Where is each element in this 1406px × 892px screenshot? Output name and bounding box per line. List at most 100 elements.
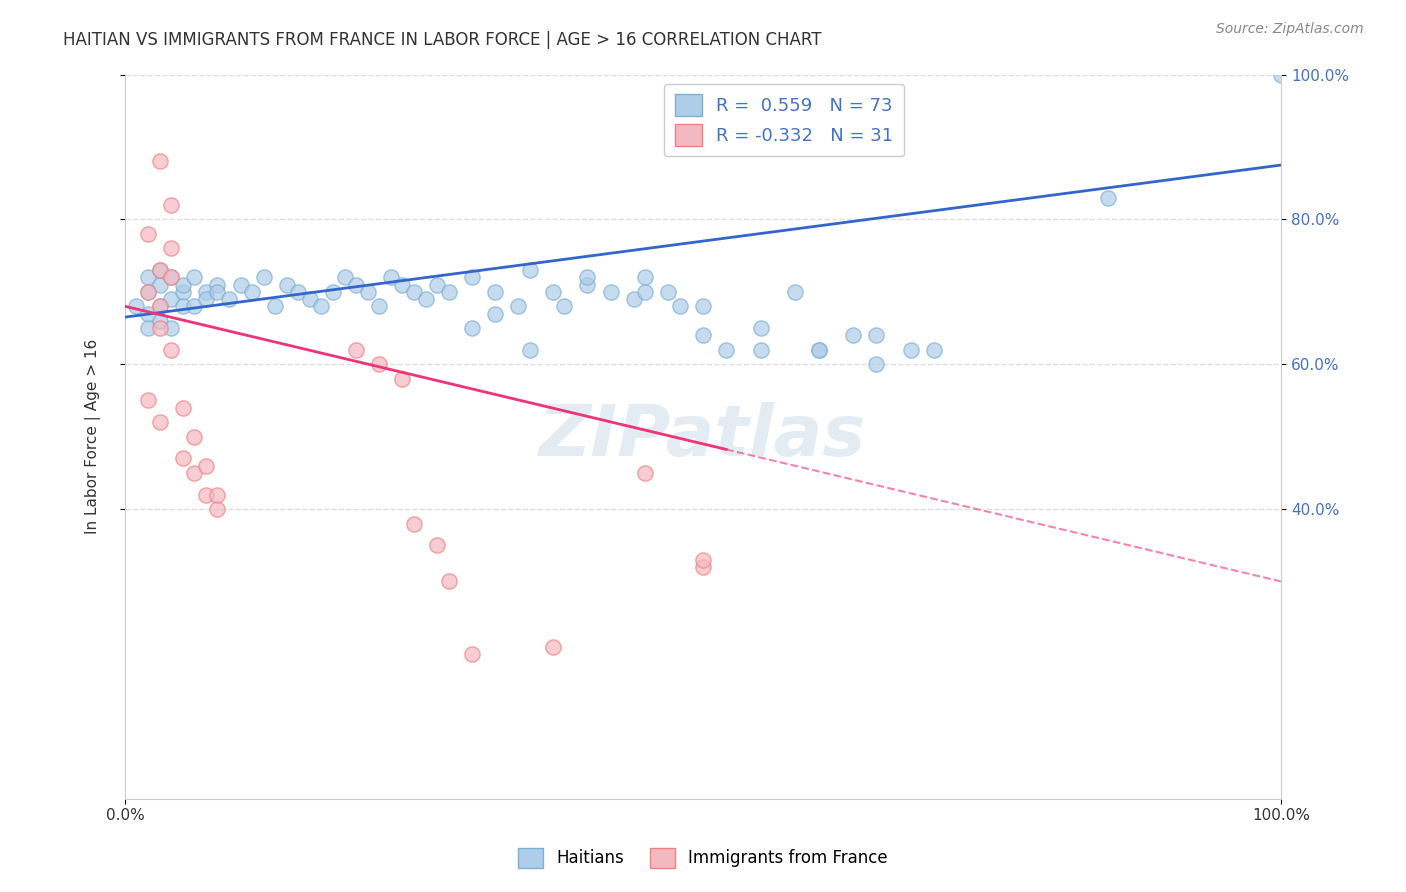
Point — [865, 357, 887, 371]
Point — [484, 306, 506, 320]
Point — [519, 343, 541, 357]
Point — [298, 292, 321, 306]
Point — [519, 263, 541, 277]
Point — [172, 277, 194, 292]
Point — [136, 285, 159, 299]
Point — [218, 292, 240, 306]
Point — [415, 292, 437, 306]
Point — [380, 270, 402, 285]
Point — [207, 285, 229, 299]
Point — [136, 393, 159, 408]
Point — [553, 299, 575, 313]
Point — [229, 277, 252, 292]
Point — [426, 538, 449, 552]
Point — [634, 285, 657, 299]
Point — [461, 321, 484, 335]
Point — [922, 343, 945, 357]
Point — [692, 328, 714, 343]
Legend: R =  0.559   N = 73, R = -0.332   N = 31: R = 0.559 N = 73, R = -0.332 N = 31 — [664, 84, 904, 156]
Point — [714, 343, 737, 357]
Point — [437, 574, 460, 589]
Point — [194, 458, 217, 473]
Point — [149, 277, 172, 292]
Point — [264, 299, 287, 313]
Y-axis label: In Labor Force | Age > 16: In Labor Force | Age > 16 — [86, 339, 101, 534]
Point — [160, 270, 183, 285]
Point — [240, 285, 263, 299]
Point — [692, 299, 714, 313]
Point — [692, 560, 714, 574]
Point — [160, 292, 183, 306]
Text: HAITIAN VS IMMIGRANTS FROM FRANCE IN LABOR FORCE | AGE > 16 CORRELATION CHART: HAITIAN VS IMMIGRANTS FROM FRANCE IN LAB… — [63, 31, 821, 49]
Point — [207, 487, 229, 501]
Point — [172, 285, 194, 299]
Point — [402, 516, 425, 531]
Point — [136, 321, 159, 335]
Point — [172, 401, 194, 415]
Point — [599, 285, 621, 299]
Point — [160, 270, 183, 285]
Point — [357, 285, 380, 299]
Point — [160, 241, 183, 255]
Point — [576, 277, 599, 292]
Point — [634, 270, 657, 285]
Point — [749, 343, 772, 357]
Point — [172, 451, 194, 466]
Point — [344, 343, 367, 357]
Point — [276, 277, 298, 292]
Point — [160, 321, 183, 335]
Point — [207, 502, 229, 516]
Legend: Haitians, Immigrants from France: Haitians, Immigrants from France — [512, 841, 894, 875]
Point — [426, 277, 449, 292]
Point — [149, 299, 172, 313]
Point — [391, 277, 413, 292]
Point — [865, 328, 887, 343]
Point — [461, 270, 484, 285]
Point — [136, 227, 159, 241]
Point — [149, 321, 172, 335]
Point — [576, 270, 599, 285]
Point — [437, 285, 460, 299]
Point — [149, 299, 172, 313]
Point — [149, 314, 172, 328]
Point — [461, 647, 484, 661]
Point — [253, 270, 276, 285]
Point — [149, 154, 172, 169]
Point — [541, 640, 564, 654]
Point — [634, 466, 657, 480]
Text: ZIPatlas: ZIPatlas — [540, 402, 866, 471]
Point — [194, 292, 217, 306]
Point — [807, 343, 830, 357]
Point — [368, 357, 391, 371]
Point — [1270, 68, 1292, 82]
Point — [623, 292, 645, 306]
Point — [172, 299, 194, 313]
Point — [506, 299, 529, 313]
Point — [183, 299, 205, 313]
Point — [149, 263, 172, 277]
Point — [136, 306, 159, 320]
Point — [183, 430, 205, 444]
Point — [669, 299, 692, 313]
Point — [333, 270, 356, 285]
Point — [900, 343, 922, 357]
Point — [125, 299, 148, 313]
Point — [749, 321, 772, 335]
Text: Source: ZipAtlas.com: Source: ZipAtlas.com — [1216, 22, 1364, 37]
Point — [194, 487, 217, 501]
Point — [657, 285, 679, 299]
Point — [149, 263, 172, 277]
Point — [183, 466, 205, 480]
Point — [160, 343, 183, 357]
Point — [207, 277, 229, 292]
Point — [311, 299, 333, 313]
Point — [194, 285, 217, 299]
Point — [136, 285, 159, 299]
Point — [322, 285, 344, 299]
Point — [484, 285, 506, 299]
Point — [391, 372, 413, 386]
Point — [368, 299, 391, 313]
Point — [183, 270, 205, 285]
Point — [807, 343, 830, 357]
Point — [344, 277, 367, 292]
